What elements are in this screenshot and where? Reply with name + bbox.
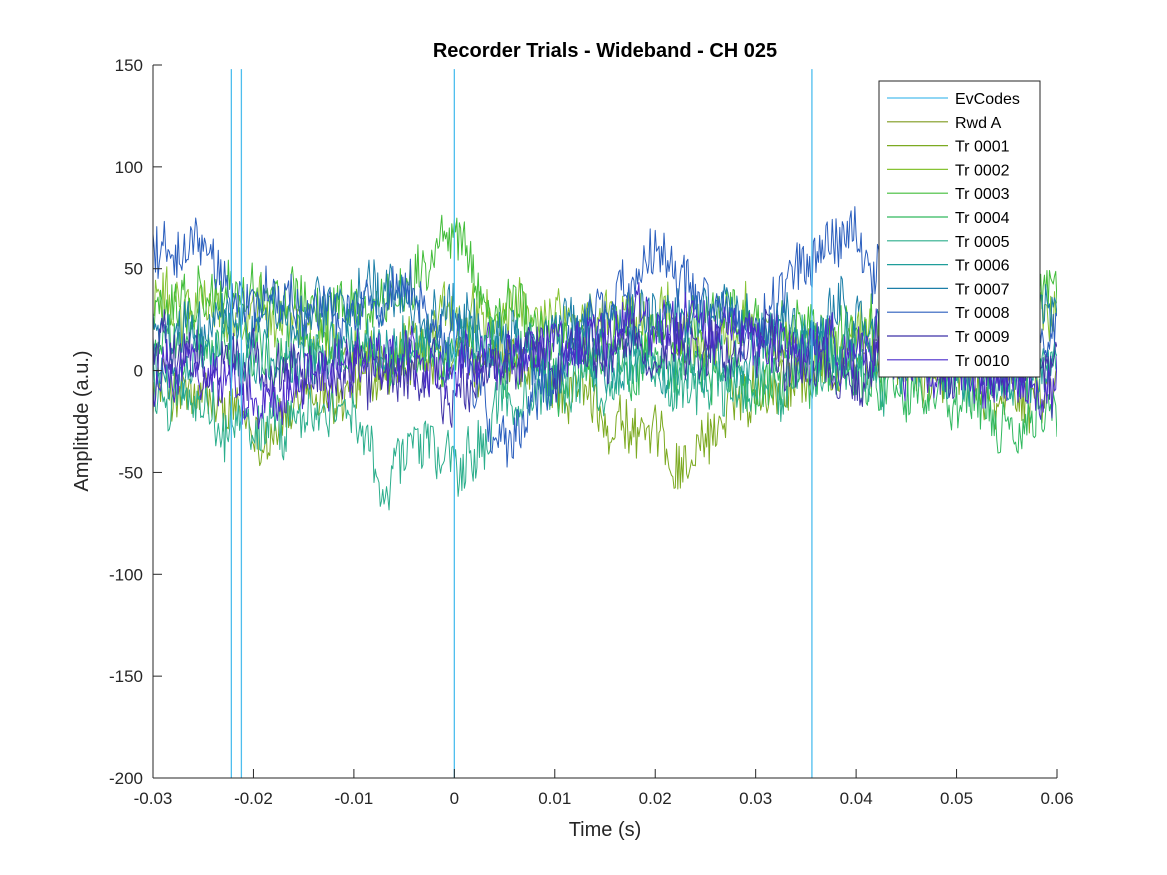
x-tick-label: 0.06 [1040, 789, 1073, 808]
x-tick-label: -0.03 [134, 789, 173, 808]
y-tick-label: -50 [118, 463, 143, 482]
x-tick-label: -0.02 [234, 789, 273, 808]
legend-label: Tr 0006 [955, 258, 1010, 275]
y-axis-label: Amplitude (a.u.) [71, 350, 93, 491]
chart-title: Recorder Trials - Wideband - CH 025 [433, 40, 777, 62]
y-tick-label: -150 [109, 667, 143, 686]
trace-tr-0006 [153, 307, 1057, 407]
y-axis-ticks: -200 -150 -100 -50 0 50 100 150 [109, 56, 162, 788]
y-tick-label: 50 [124, 260, 143, 279]
y-tick-label: 100 [115, 158, 143, 177]
legend: EvCodes Rwd A Tr 0001 Tr 0002 Tr 0003 Tr 0004… [878, 80, 1041, 378]
legend-label: EvCodes [955, 91, 1020, 108]
y-tick-label: -100 [109, 565, 143, 584]
legend-label: Rwd A [955, 115, 1002, 132]
x-tick-label: -0.01 [335, 789, 374, 808]
event-code-lines [230, 69, 813, 778]
legend-label: Tr 0005 [955, 234, 1010, 251]
legend-label: Tr 0010 [955, 353, 1010, 370]
x-tick-label: 0.05 [940, 789, 973, 808]
axes-box [152, 65, 1057, 779]
x-tick-label: 0 [450, 789, 459, 808]
legend-box [878, 80, 1041, 378]
x-tick-label: 0.02 [639, 789, 672, 808]
y-tick-label: 150 [115, 56, 143, 75]
legend-label: Tr 0007 [955, 281, 1010, 298]
x-tick-label: 0.04 [840, 789, 873, 808]
legend-label: Tr 0002 [955, 162, 1010, 179]
legend-label: Tr 0009 [955, 329, 1010, 346]
y-tick-label: -200 [109, 769, 143, 788]
legend-label: Tr 0001 [955, 139, 1010, 156]
x-axis-label: Time (s) [569, 819, 642, 841]
x-tick-label: 0.01 [538, 789, 571, 808]
x-tick-label: 0.03 [739, 789, 772, 808]
legend-label: Tr 0004 [955, 210, 1010, 227]
y-tick-label: 0 [134, 362, 143, 381]
legend-label: Tr 0003 [955, 186, 1010, 203]
x-axis-ticks: -0.03 -0.02 -0.01 0 0.01 0.02 0.03 0.04 0.05 0.06 [134, 769, 1074, 808]
legend-label: Tr 0008 [955, 305, 1010, 322]
